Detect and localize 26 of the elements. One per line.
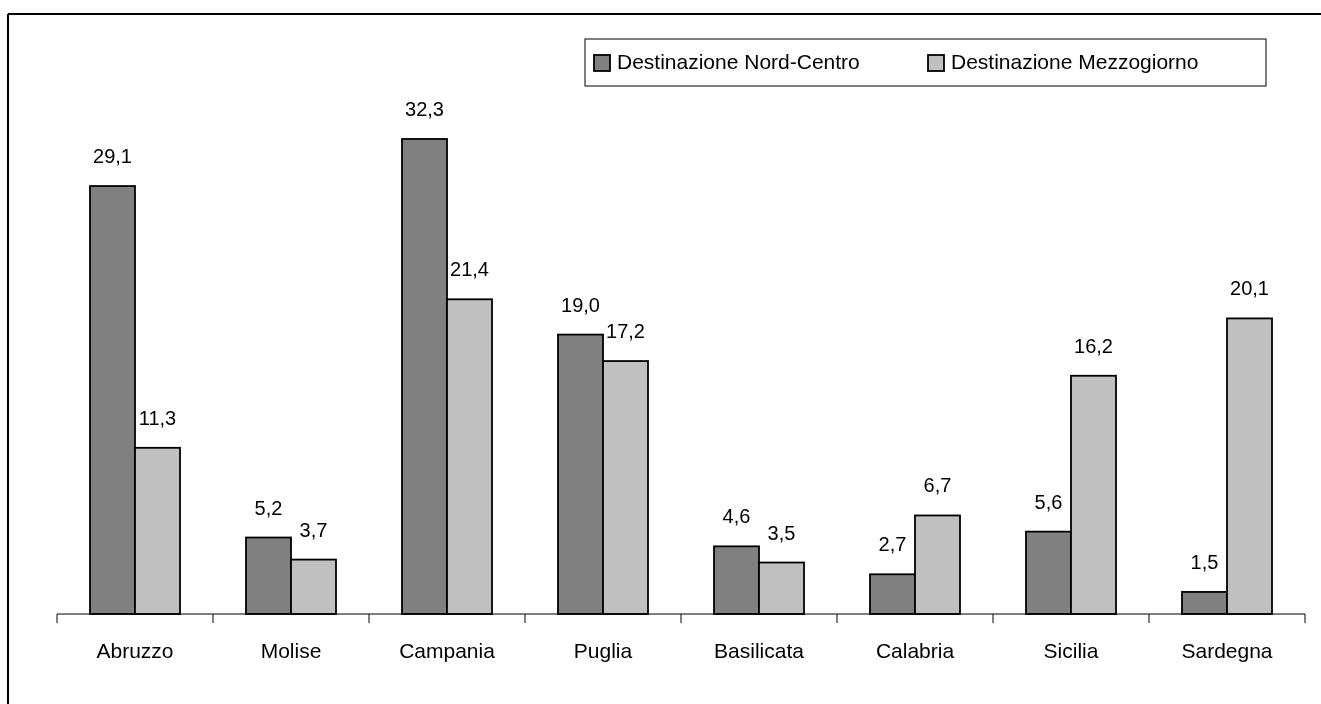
data-label: 21,4 [450,258,489,281]
data-label: 1,5 [1190,550,1219,573]
data-label: 5,2 [254,496,283,519]
x-tick-label: Molise [260,639,322,662]
x-tick-label: Basilicata [714,639,805,662]
legend-label: Destinazione Nord-Centro [617,50,860,73]
data-label: 6,7 [923,474,952,497]
data-label: 2,7 [878,533,907,556]
data-label: 20,1 [1230,277,1269,300]
data-label: 32,3 [405,98,444,120]
data-label: 16,2 [1074,334,1113,357]
data-label: 5,6 [1034,490,1063,513]
x-tick-label: Calabria [875,639,955,662]
x-tick-label: Puglia [573,639,633,662]
x-tick-label: Abruzzo [96,639,174,662]
data-label: 4,6 [722,505,751,528]
x-tick-label: Campania [399,639,496,662]
data-label: 29,1 [93,145,132,168]
data-label: 11,3 [138,406,177,429]
data-label: 3,7 [299,518,328,541]
x-tick-label: Sicilia [1043,639,1099,662]
data-label: 19,0 [561,293,600,316]
data-label: 3,5 [767,521,796,544]
x-tick-label: Sardegna [1181,639,1273,662]
data-label: 17,2 [606,320,645,343]
legend-label: Destinazione Mezzogiorno [951,50,1199,73]
